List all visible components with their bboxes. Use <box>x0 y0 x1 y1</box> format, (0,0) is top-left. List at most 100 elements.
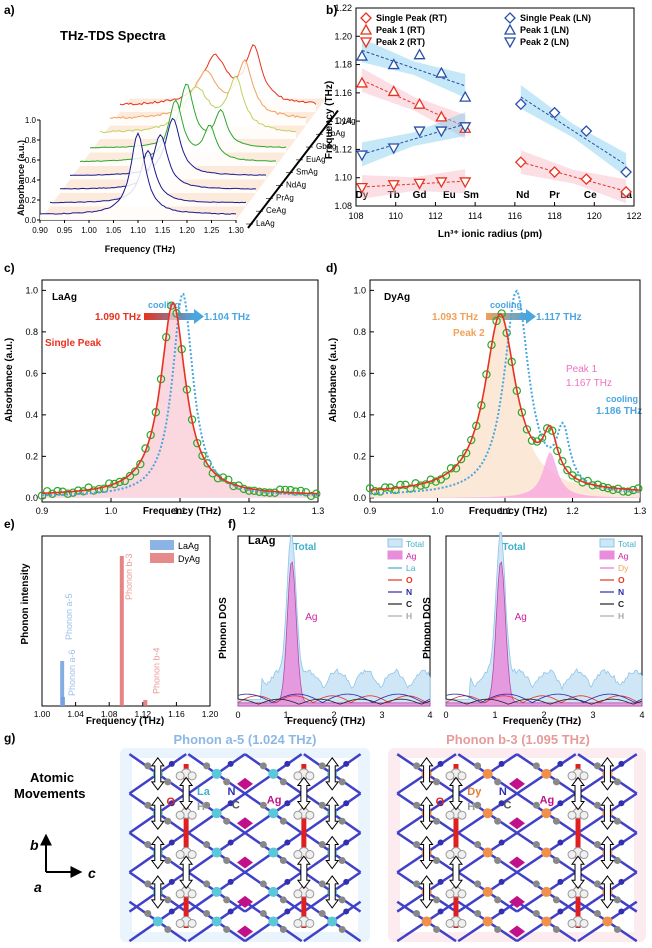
structure-c-atom <box>338 896 346 904</box>
panel-f2-xtick-label: 1 <box>492 710 497 720</box>
movement-arrow <box>296 855 311 890</box>
panel-a-series-label: GbAg <box>316 142 336 151</box>
panel-a-ytick-label: 0.2 <box>25 196 37 205</box>
structure-bond <box>244 900 275 923</box>
panel-f-total-label: Total <box>293 542 316 553</box>
structure-ag-atom <box>509 856 525 869</box>
structure-c-atom <box>494 925 502 933</box>
structure-c-atom <box>593 909 601 917</box>
panel-e-xtick-label: 1.12 <box>135 709 152 719</box>
panel-d-data-point <box>456 454 466 464</box>
structure-c-atom <box>203 909 211 917</box>
structure-atom-label: O <box>436 796 445 808</box>
panel-b-chart: Frequency (THz) Ln³⁺ ionic radius (pm) 1… <box>324 3 642 240</box>
structure-bond <box>244 772 275 795</box>
panel-d-data-point <box>416 481 425 490</box>
structure-bond <box>606 851 638 874</box>
structure-bond <box>303 792 333 815</box>
movement-arrow <box>448 776 463 811</box>
structure-bond <box>396 831 428 854</box>
panel-f-legend-swatch <box>387 538 403 548</box>
structure-c-atom <box>613 925 621 933</box>
panel-f-sample: LaAg <box>248 535 276 547</box>
structure-ln-atom <box>211 916 222 927</box>
panel-f-xtick-label: 0 <box>235 710 240 720</box>
panel-b-legend-entry: Single Peak (LN) <box>520 13 591 23</box>
panel-f2-legend-entry: O <box>618 575 625 585</box>
structure-c-atom <box>494 857 502 865</box>
panel-d-data-point <box>492 316 501 326</box>
panel-b-fit-Peak 2 (RT) <box>361 180 466 188</box>
structure-bond <box>244 920 275 943</box>
panel-f2-xlabel: Frequency (THz) <box>503 716 581 727</box>
structure-c-atom <box>552 925 560 933</box>
panel-b-point-Peak 2 (RT) <box>413 178 426 190</box>
panel-b-point-Peak 2 (LN) <box>413 126 426 138</box>
structure-h-atom <box>305 889 315 899</box>
structure-c-atom <box>318 841 326 849</box>
panel-b-point-Peak 2 (LN) <box>435 126 448 138</box>
structure-h-atom <box>457 889 467 899</box>
structure-bond <box>331 890 362 913</box>
structure-c-atom <box>338 925 346 933</box>
structure-ag-atom <box>237 895 253 908</box>
panel-f-xtick-label: 2 <box>331 710 336 720</box>
structure-bond <box>128 871 159 893</box>
structure-ag-atom <box>237 777 253 790</box>
structure-c-atom <box>532 762 540 770</box>
structure-c-atom <box>318 801 326 809</box>
panel-d-ytick-label: 1.0 <box>353 285 366 295</box>
structure-bond <box>157 851 187 874</box>
panel-c-rt-freq: 1.090 THz <box>95 312 141 323</box>
panel-a-depth-axis <box>247 109 339 229</box>
movement-arrow <box>325 757 340 791</box>
structure-c-atom <box>203 762 211 770</box>
panel-c-data-point <box>37 491 47 500</box>
structure-n-atom <box>557 760 564 767</box>
structure-bond <box>425 772 457 795</box>
panel-f-chart: LaAg Phonon DOS Frequency (THz) Phonon D… <box>218 532 645 727</box>
panel-f-legend-entry: Ag <box>406 551 417 561</box>
panel-a-mask-GbAg <box>100 76 296 139</box>
structure-n-atom <box>284 878 291 885</box>
structure-bond <box>187 753 218 775</box>
panel-d-xlabel: Frequency (THz) <box>469 506 547 517</box>
panel-f2-n-dos <box>445 693 643 703</box>
structure-c-atom <box>593 841 601 849</box>
panel-d-data-point <box>583 476 592 486</box>
panel-f-c-dos <box>238 698 431 705</box>
movement-arrow <box>150 835 165 870</box>
structure-bond <box>215 772 246 795</box>
panel-b-point-Peak 2 (LN) <box>387 143 400 155</box>
structure-bond <box>331 851 362 874</box>
structure-c-atom <box>144 909 152 917</box>
panel-a-ylabel: Absorbance (a.u.) <box>16 140 26 216</box>
structure-ln-atom <box>211 886 222 897</box>
structure-n-atom <box>498 760 505 767</box>
structure-bond <box>396 812 428 834</box>
panel-a-ytick-label: 0.0 <box>25 216 37 225</box>
structure-bond <box>577 851 609 874</box>
structure-bond <box>244 812 275 834</box>
structure-ln-atom <box>541 916 552 927</box>
structure-bond <box>577 812 609 834</box>
structure-n-atom <box>284 839 291 846</box>
structure-n-atom <box>498 800 505 807</box>
structure-n-atom <box>557 800 564 807</box>
panel-b-element-label: Sm <box>463 190 479 201</box>
panel-d-peak2-label: Peak 2 <box>453 328 485 339</box>
structure-ag-atom <box>237 817 253 830</box>
panel-g-side-label-line1: Atomic <box>30 770 74 785</box>
panel-a-xtick-label: 1.25 <box>204 226 220 235</box>
structure-bond <box>577 792 609 815</box>
structure-h-atom <box>175 918 185 928</box>
structure-bond <box>187 900 218 923</box>
structure-bond <box>457 920 489 943</box>
panel-a-mask-PrAg <box>60 134 256 193</box>
structure-atom-label: H <box>467 801 475 813</box>
structure-ln-atom <box>211 768 222 779</box>
structure-c-atom <box>433 925 441 933</box>
panel-c-peak-area <box>42 302 318 498</box>
structure-c-atom <box>164 896 172 904</box>
structure-c-atom <box>164 778 172 786</box>
